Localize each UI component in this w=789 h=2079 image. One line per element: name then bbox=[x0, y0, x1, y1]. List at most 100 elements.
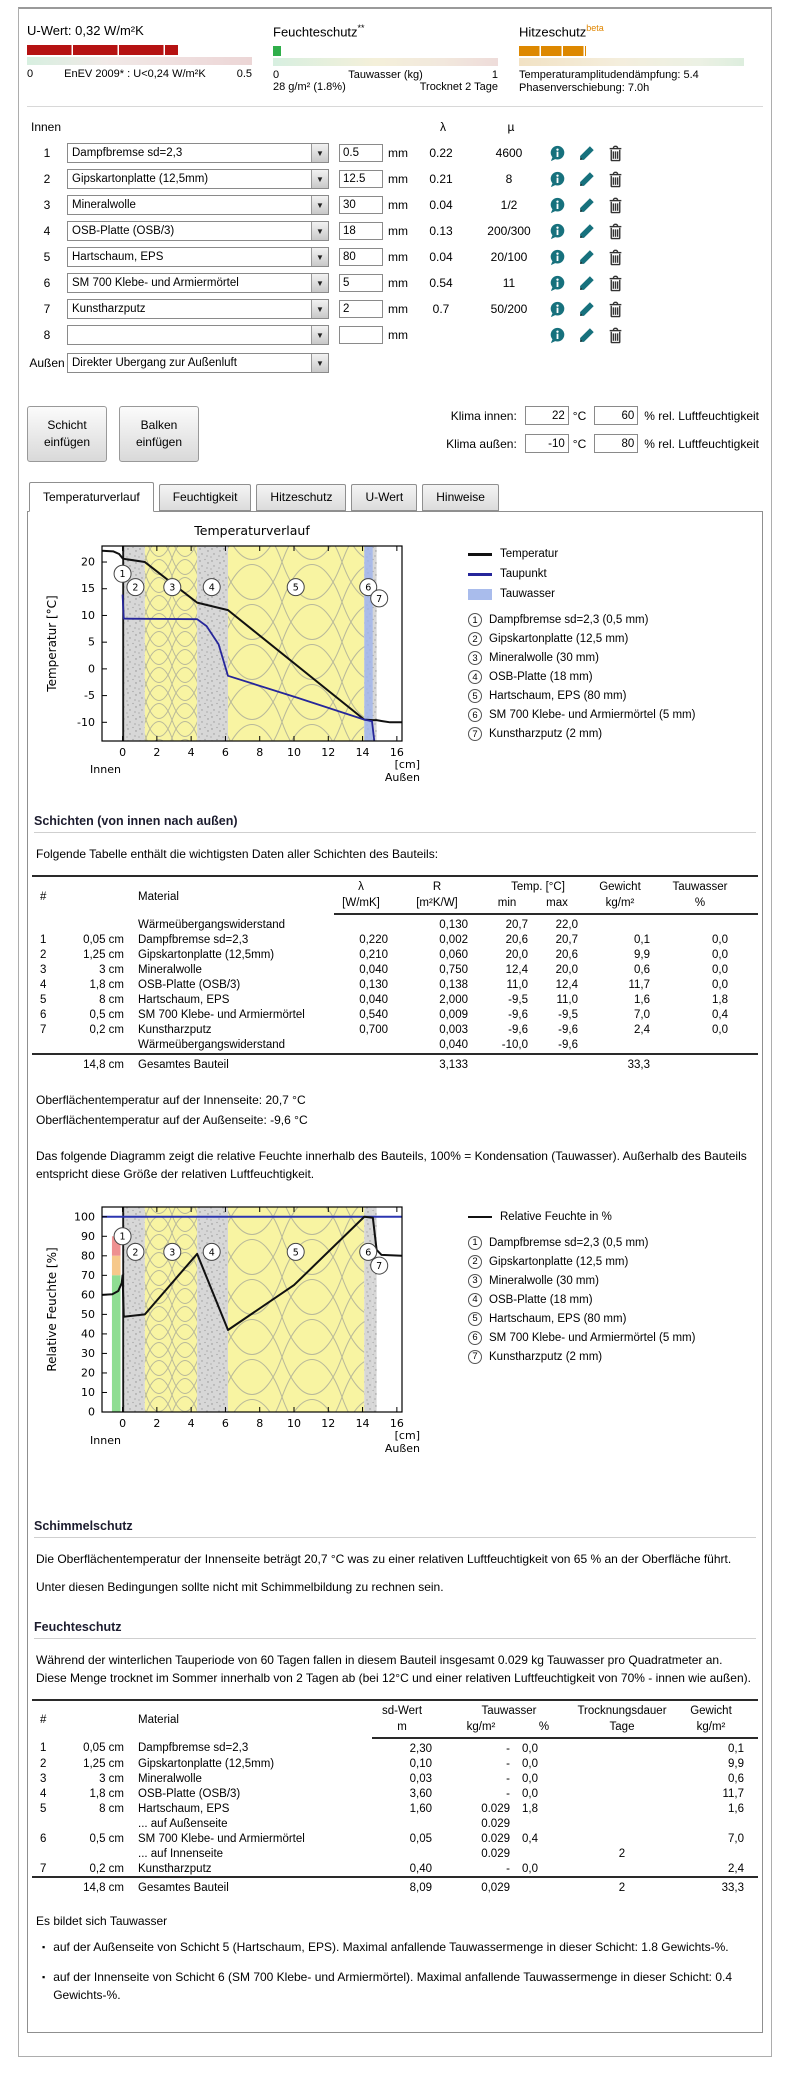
edit-icon[interactable] bbox=[578, 145, 595, 162]
delete-icon[interactable] bbox=[607, 171, 624, 188]
edit-icon[interactable] bbox=[578, 197, 595, 214]
chevron-down-icon: ▼ bbox=[311, 274, 328, 293]
svg-text:0: 0 bbox=[119, 746, 126, 759]
material-select[interactable]: Mineralwolle ▼ bbox=[67, 195, 329, 216]
svg-text:1: 1 bbox=[120, 1232, 126, 1243]
edit-icon[interactable] bbox=[578, 223, 595, 240]
svg-text:7: 7 bbox=[376, 1261, 382, 1272]
svg-text:10: 10 bbox=[287, 746, 301, 759]
info-icon[interactable] bbox=[549, 197, 566, 214]
insert-beam-button[interactable]: Balken einfügen bbox=[119, 406, 199, 463]
delete-icon[interactable] bbox=[607, 327, 624, 344]
info-icon[interactable] bbox=[549, 171, 566, 188]
edit-icon[interactable] bbox=[578, 275, 595, 292]
list-item: ▪ auf der Innenseite von Schicht 6 (SM 70… bbox=[42, 1970, 732, 2003]
mm-unit: mm bbox=[388, 172, 408, 187]
tab-hitzeschutz[interactable]: Hitzeschutz bbox=[256, 484, 347, 512]
thickness-input[interactable] bbox=[339, 274, 383, 293]
temp-unit: °C bbox=[572, 436, 587, 451]
svg-text:80: 80 bbox=[81, 1249, 95, 1262]
humidity-chart: 0 2 4 6 8 10 12 14 16 0 10 20 30 40 50 60 70 80 90 100 1 2 3 4 5… bbox=[42, 1197, 454, 1461]
svg-text:Temperaturverlauf: Temperaturverlauf bbox=[193, 523, 310, 538]
edit-icon[interactable] bbox=[578, 171, 595, 188]
delete-icon[interactable] bbox=[607, 249, 624, 266]
edit-icon[interactable] bbox=[578, 327, 595, 344]
thickness-input[interactable] bbox=[339, 144, 383, 163]
layer-number: 8 bbox=[43, 328, 51, 343]
material-select[interactable]: OSB-Platte (OSB/3) ▼ bbox=[67, 221, 329, 242]
delete-icon[interactable] bbox=[607, 197, 624, 214]
layer-number-badge: 7 bbox=[468, 1349, 482, 1364]
svg-text:5: 5 bbox=[88, 636, 95, 649]
tab-u-wert[interactable]: U-Wert bbox=[351, 484, 418, 512]
section-heading-schichten: Schichten (von innen nach außen) bbox=[34, 814, 756, 834]
outer-surface-select[interactable]: Direkter Übergang zur Außenluft ▼ bbox=[67, 353, 329, 374]
layer-number: 1 bbox=[43, 146, 51, 161]
tab-temperaturverlauf[interactable]: Temperaturverlauf bbox=[29, 482, 154, 513]
schimmelschutz-text-1: Die Oberflächentemperatur der Innenseite… bbox=[36, 1551, 732, 1566]
layer-row: 1 Dampfbremse sd=2,3 ▼ mm 0.22 4600 bbox=[27, 140, 765, 166]
svg-text:14: 14 bbox=[356, 1417, 370, 1430]
material-select[interactable]: Gipskartonplatte (12,5mm) ▼ bbox=[67, 169, 329, 190]
material-select[interactable]: SM 700 Klebe- und Armiermörtel ▼ bbox=[67, 273, 329, 294]
layer-legend-item: 4 OSB-Platte (18 mm) bbox=[468, 1292, 695, 1307]
svg-text:1: 1 bbox=[120, 570, 126, 581]
svg-text:Außen: Außen bbox=[385, 1442, 420, 1455]
layer-number: 2 bbox=[43, 172, 51, 187]
chevron-down-icon: ▼ bbox=[311, 222, 328, 241]
mm-unit: mm bbox=[388, 198, 408, 213]
outer-temperature-input[interactable] bbox=[524, 434, 569, 454]
outer-humidity-input[interactable] bbox=[594, 434, 639, 454]
info-icon[interactable] bbox=[549, 327, 566, 344]
edit-icon[interactable] bbox=[578, 249, 595, 266]
info-icon[interactable] bbox=[549, 275, 566, 292]
info-icon[interactable] bbox=[549, 223, 566, 240]
chevron-down-icon: ▼ bbox=[311, 248, 328, 267]
legend-entry: Tauwasser bbox=[468, 588, 695, 600]
inner-temperature-input[interactable] bbox=[524, 406, 569, 426]
insert-layer-button[interactable]: Schicht einfügen bbox=[27, 406, 107, 463]
lambda-value: 0.22 bbox=[429, 146, 453, 161]
info-icon[interactable] bbox=[549, 145, 566, 162]
thickness-input[interactable] bbox=[339, 300, 383, 319]
svg-text:20: 20 bbox=[81, 1366, 95, 1379]
svg-text:8: 8 bbox=[256, 1417, 263, 1430]
thickness-input[interactable] bbox=[339, 326, 383, 345]
tab-feuchtigkeit[interactable]: Feuchtigkeit bbox=[158, 484, 252, 512]
svg-text:15: 15 bbox=[81, 583, 95, 596]
layer-number: 5 bbox=[43, 250, 51, 265]
delete-icon[interactable] bbox=[607, 275, 624, 292]
tab-hinweise[interactable]: Hinweise bbox=[422, 484, 499, 512]
thickness-input[interactable] bbox=[339, 248, 383, 267]
svg-text:5: 5 bbox=[293, 583, 299, 594]
delete-icon[interactable] bbox=[607, 145, 624, 162]
table-row: 2 1,25 cm Gipskartonplatte (12,5mm) 0,210 0,… bbox=[40, 949, 728, 962]
material-select[interactable]: Hartschaum, EPS ▼ bbox=[67, 247, 329, 268]
edit-icon[interactable] bbox=[578, 301, 595, 318]
delete-icon[interactable] bbox=[607, 301, 624, 318]
feuchteschutz-scale-strip bbox=[273, 58, 498, 67]
table-row: ... auf Innenseite 0.029 2 bbox=[138, 1847, 626, 1860]
info-icon[interactable] bbox=[549, 249, 566, 266]
inner-humidity-input[interactable] bbox=[594, 406, 639, 426]
svg-text:7: 7 bbox=[376, 594, 382, 605]
material-select[interactable]: ▼ bbox=[67, 325, 329, 346]
layer-number: 6 bbox=[43, 276, 51, 291]
thickness-input[interactable] bbox=[339, 170, 383, 189]
layer-row: 7 Kunstharzputz ▼ mm 0.7 50/200 bbox=[27, 296, 765, 322]
layer-row: 4 OSB-Platte (OSB/3) ▼ mm 0.13 200/300 bbox=[27, 218, 765, 244]
gauge-feuchteschutz: Feuchteschutz** 0 Tauwasser (kg) 1 28 g/… bbox=[273, 23, 498, 94]
material-select[interactable]: Dampfbremse sd=2,3 ▼ bbox=[67, 143, 329, 164]
svg-text:0: 0 bbox=[119, 1417, 126, 1430]
mu-value: 50/200 bbox=[490, 302, 528, 317]
svg-text:Innen: Innen bbox=[90, 1434, 121, 1447]
table-row: ... auf Außenseite 0.029 bbox=[138, 1817, 510, 1830]
thickness-input[interactable] bbox=[339, 222, 383, 241]
layer-number-badge: 1 bbox=[468, 1235, 482, 1250]
mm-unit: mm bbox=[388, 146, 408, 161]
material-select[interactable]: Kunstharzputz ▼ bbox=[67, 299, 329, 320]
info-icon[interactable] bbox=[549, 301, 566, 318]
thickness-input[interactable] bbox=[339, 196, 383, 215]
climate-settings: Klima innen: °C % rel. Luftfeuchtigkeit … bbox=[446, 406, 763, 462]
delete-icon[interactable] bbox=[607, 223, 624, 240]
